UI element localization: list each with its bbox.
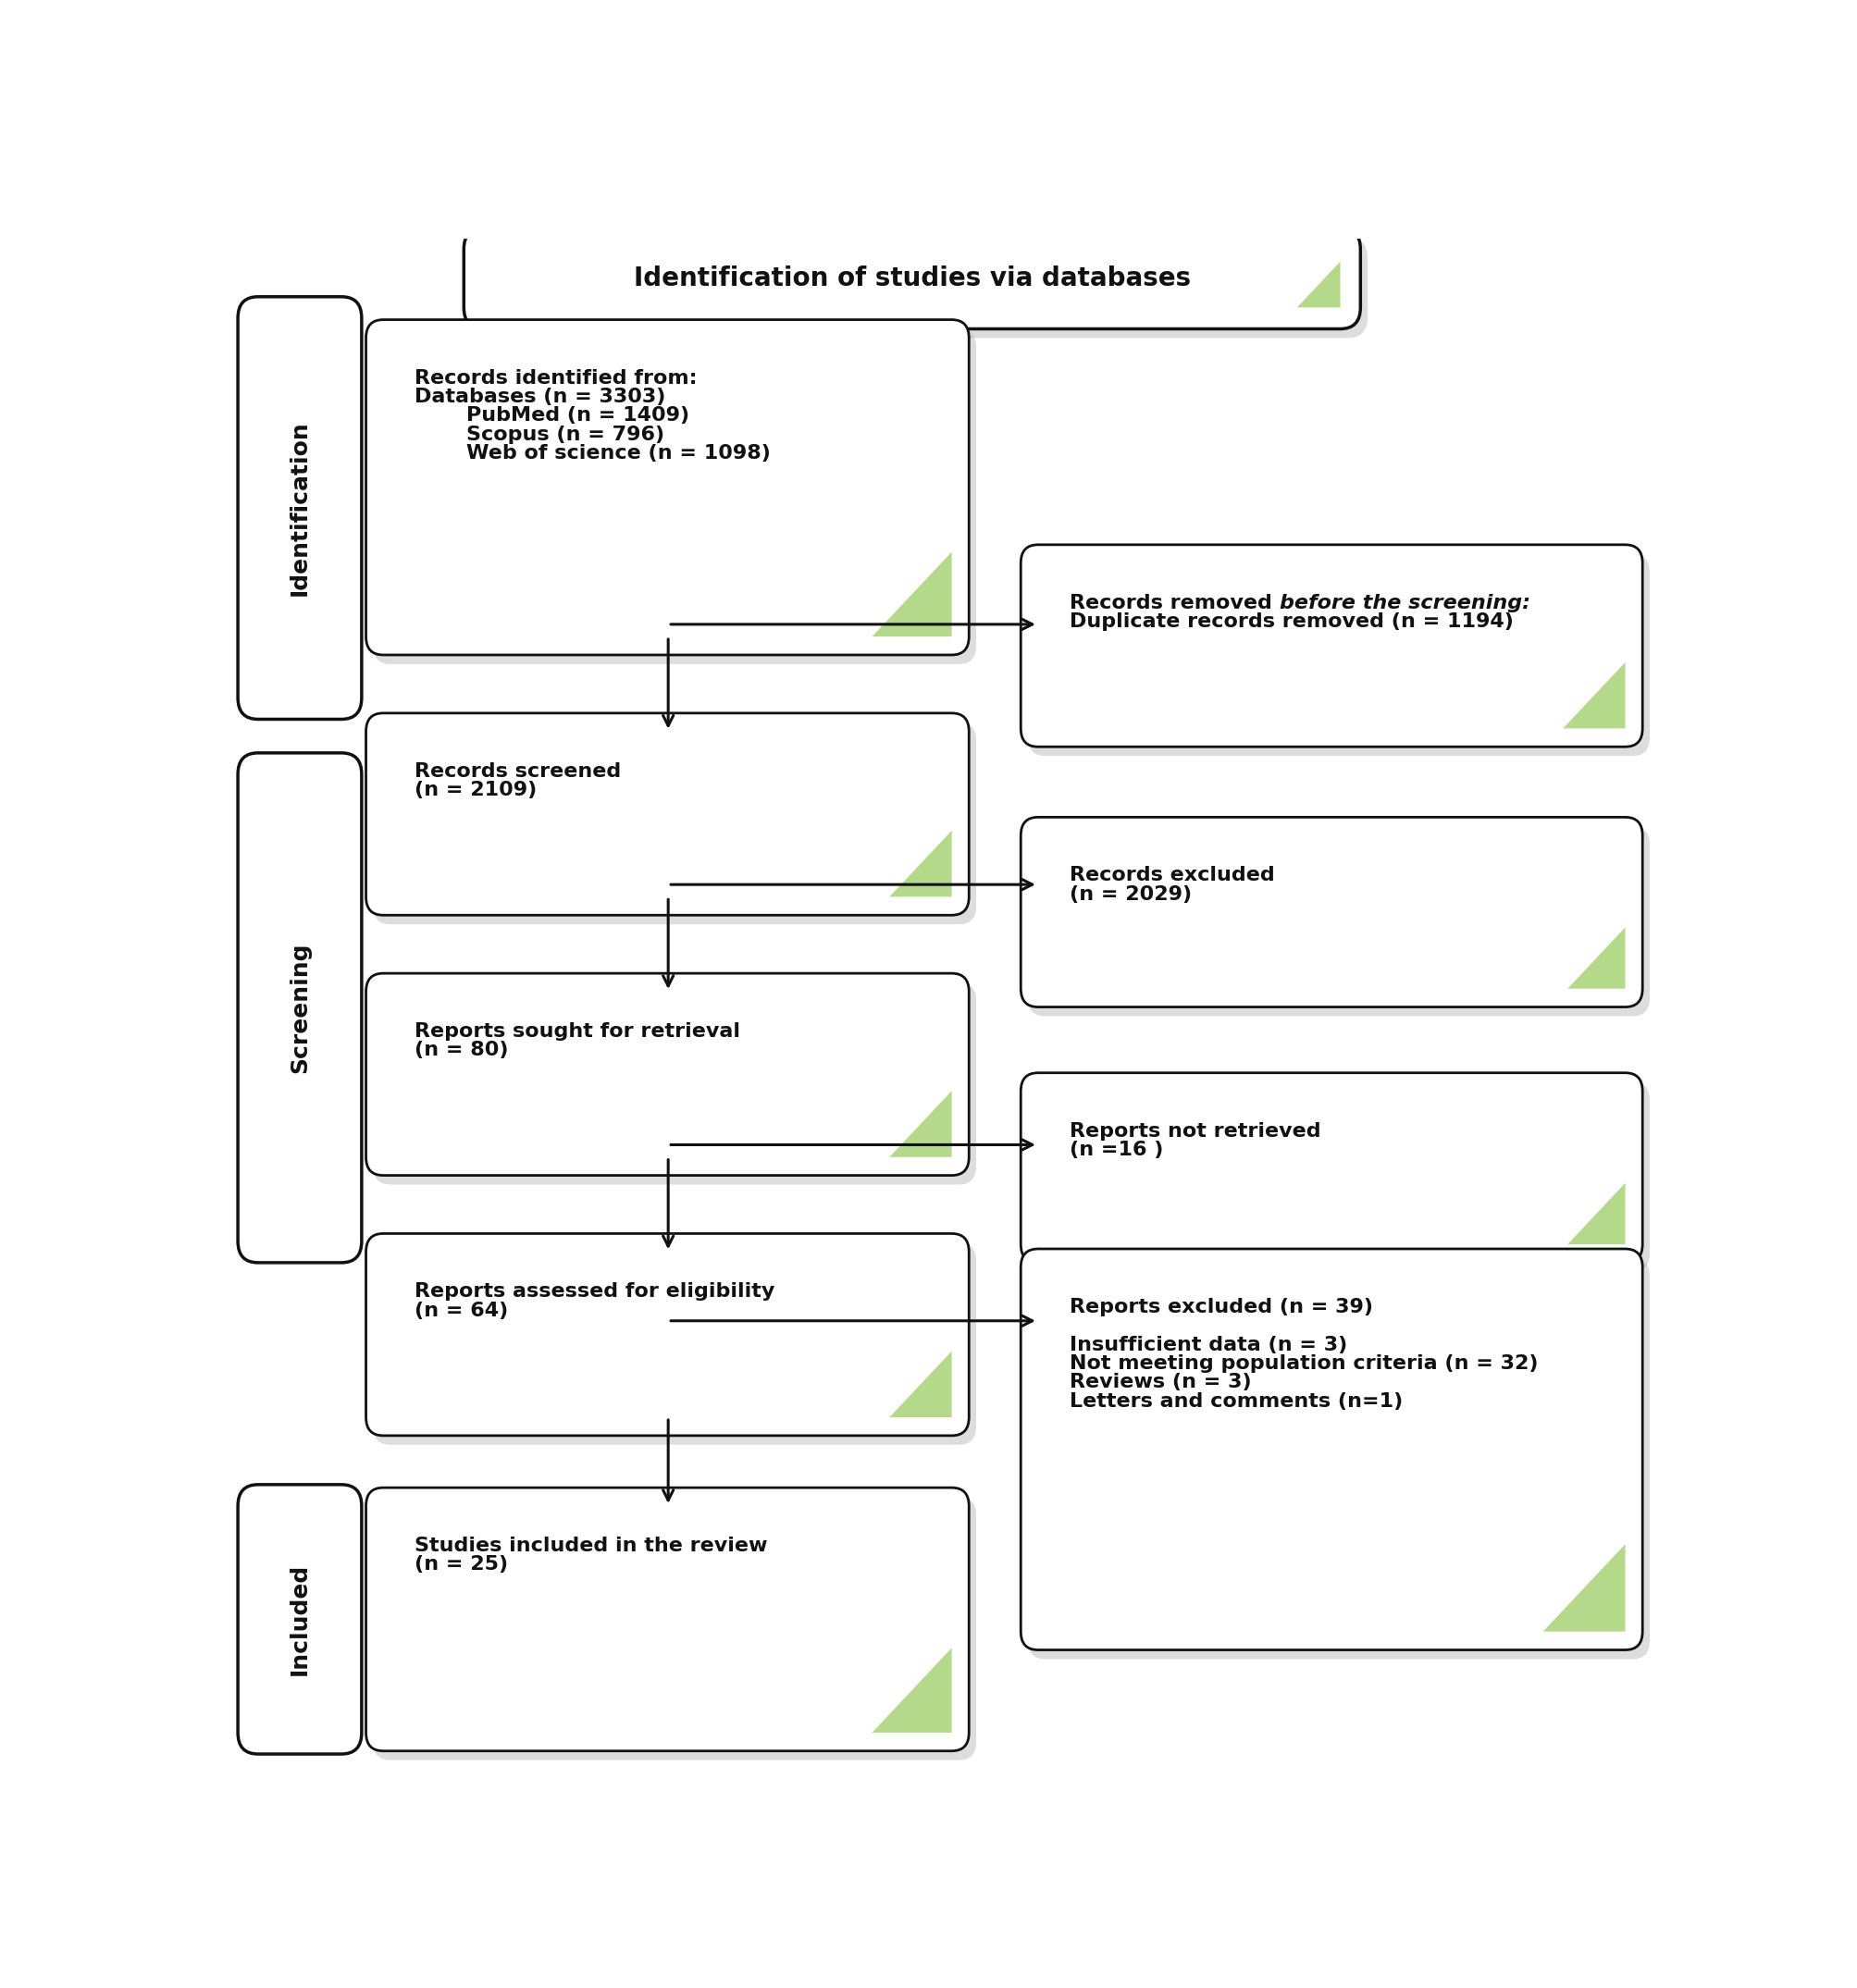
FancyBboxPatch shape xyxy=(366,714,969,914)
Text: Records excluded: Records excluded xyxy=(1070,867,1276,885)
Text: (n = 64): (n = 64) xyxy=(414,1302,509,1320)
Polygon shape xyxy=(1567,926,1625,988)
FancyBboxPatch shape xyxy=(1029,1081,1649,1272)
Text: (n = 2029): (n = 2029) xyxy=(1070,885,1192,903)
Polygon shape xyxy=(873,553,953,636)
Text: Records identified from:: Records identified from: xyxy=(414,368,698,388)
FancyBboxPatch shape xyxy=(373,1242,977,1445)
FancyBboxPatch shape xyxy=(1021,545,1642,747)
Polygon shape xyxy=(1564,662,1625,728)
Text: Reports not retrieved: Reports not retrieved xyxy=(1070,1121,1320,1141)
FancyBboxPatch shape xyxy=(238,1485,362,1753)
FancyBboxPatch shape xyxy=(1021,1248,1642,1650)
Polygon shape xyxy=(1296,262,1341,308)
FancyBboxPatch shape xyxy=(373,1497,977,1759)
Polygon shape xyxy=(890,1352,953,1417)
FancyBboxPatch shape xyxy=(464,229,1361,328)
FancyBboxPatch shape xyxy=(366,1487,969,1751)
FancyBboxPatch shape xyxy=(1021,1074,1642,1262)
Text: Letters and comments (n=1): Letters and comments (n=1) xyxy=(1070,1392,1404,1409)
Text: Identification: Identification xyxy=(288,419,310,596)
Text: Identification of studies via databases: Identification of studies via databases xyxy=(633,266,1190,292)
FancyBboxPatch shape xyxy=(238,296,362,720)
Polygon shape xyxy=(890,1091,953,1157)
FancyBboxPatch shape xyxy=(373,982,977,1185)
Text: Duplicate records removed (n = 1194): Duplicate records removed (n = 1194) xyxy=(1070,612,1513,630)
Text: Databases (n = 3303): Databases (n = 3303) xyxy=(414,388,667,406)
Text: Insufficient data (n = 3): Insufficient data (n = 3) xyxy=(1070,1336,1348,1354)
Polygon shape xyxy=(1567,1183,1625,1244)
FancyBboxPatch shape xyxy=(366,320,969,654)
FancyBboxPatch shape xyxy=(373,328,977,664)
Polygon shape xyxy=(890,831,953,897)
FancyBboxPatch shape xyxy=(1029,827,1649,1016)
FancyBboxPatch shape xyxy=(373,722,977,924)
FancyBboxPatch shape xyxy=(1021,817,1642,1008)
Text: Records removed: Records removed xyxy=(1070,594,1279,612)
FancyBboxPatch shape xyxy=(472,237,1367,338)
Text: Web of science (n = 1098): Web of science (n = 1098) xyxy=(466,443,771,463)
Text: before the screening:: before the screening: xyxy=(1279,594,1530,612)
Text: Reports sought for retrieval: Reports sought for retrieval xyxy=(414,1022,741,1042)
Polygon shape xyxy=(1543,1545,1625,1632)
Text: Records screened: Records screened xyxy=(414,761,622,781)
Polygon shape xyxy=(873,1648,953,1734)
Text: Studies included in the review: Studies included in the review xyxy=(414,1537,769,1555)
Text: PubMed (n = 1409): PubMed (n = 1409) xyxy=(466,406,689,425)
Text: Screening: Screening xyxy=(288,942,310,1074)
Text: Included: Included xyxy=(288,1563,310,1676)
FancyBboxPatch shape xyxy=(238,753,362,1262)
Text: Reviews (n = 3): Reviews (n = 3) xyxy=(1070,1374,1252,1392)
FancyBboxPatch shape xyxy=(1029,1258,1649,1660)
FancyBboxPatch shape xyxy=(1029,555,1649,755)
FancyBboxPatch shape xyxy=(366,1233,969,1435)
Text: (n = 2109): (n = 2109) xyxy=(414,781,537,799)
Text: (n = 25): (n = 25) xyxy=(414,1555,509,1574)
Text: Reports excluded (n = 39): Reports excluded (n = 39) xyxy=(1070,1298,1372,1316)
Text: Scopus (n = 796): Scopus (n = 796) xyxy=(466,425,665,443)
Text: (n = 80): (n = 80) xyxy=(414,1042,509,1060)
Text: Reports assessed for eligibility: Reports assessed for eligibility xyxy=(414,1282,774,1300)
Text: (n =16 ): (n =16 ) xyxy=(1070,1141,1164,1159)
Text: Not meeting population criteria (n = 32): Not meeting population criteria (n = 32) xyxy=(1070,1354,1538,1374)
FancyBboxPatch shape xyxy=(366,974,969,1175)
